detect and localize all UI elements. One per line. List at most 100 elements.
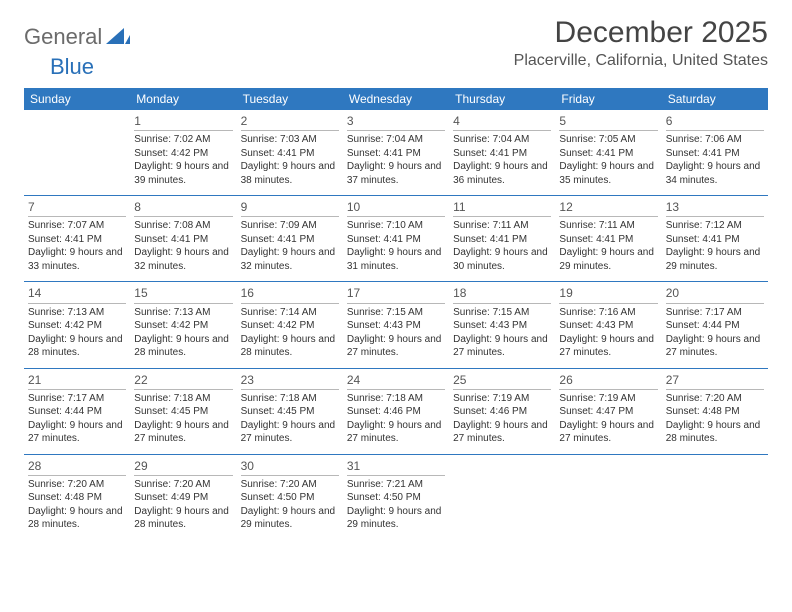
daylight-line: Daylight: 9 hours and 27 minutes. [666, 333, 764, 360]
sunset-line: Sunset: 4:41 PM [559, 147, 657, 161]
sunrise-line: Sunrise: 7:17 AM [28, 392, 126, 406]
day-number: 1 [134, 113, 232, 131]
sunrise-line: Sunrise: 7:18 AM [241, 392, 339, 406]
sunrise-line: Sunrise: 7:02 AM [134, 133, 232, 147]
day-number: 23 [241, 372, 339, 390]
daylight-line: Daylight: 9 hours and 28 minutes. [28, 505, 126, 532]
sunset-line: Sunset: 4:43 PM [347, 319, 445, 333]
day-number: 19 [559, 285, 657, 303]
sunset-line: Sunset: 4:41 PM [559, 233, 657, 247]
daylight-line: Daylight: 9 hours and 28 minutes. [241, 333, 339, 360]
calendar-week-row: 7Sunrise: 7:07 AMSunset: 4:41 PMDaylight… [24, 196, 768, 282]
sunset-line: Sunset: 4:49 PM [134, 491, 232, 505]
sunrise-line: Sunrise: 7:15 AM [347, 306, 445, 320]
sunset-line: Sunset: 4:44 PM [666, 319, 764, 333]
calendar-day-cell: 22Sunrise: 7:18 AMSunset: 4:45 PMDayligh… [130, 368, 236, 454]
day-number: 15 [134, 285, 232, 303]
day-number: 21 [28, 372, 126, 390]
calendar-day-cell: 10Sunrise: 7:10 AMSunset: 4:41 PMDayligh… [343, 196, 449, 282]
sunrise-line: Sunrise: 7:20 AM [241, 478, 339, 492]
day-number: 13 [666, 199, 764, 217]
sunset-line: Sunset: 4:42 PM [134, 319, 232, 333]
calendar-day-cell: 27Sunrise: 7:20 AMSunset: 4:48 PMDayligh… [662, 368, 768, 454]
day-number: 24 [347, 372, 445, 390]
calendar-week-row: 14Sunrise: 7:13 AMSunset: 4:42 PMDayligh… [24, 282, 768, 368]
day-header: Friday [555, 88, 661, 110]
daylight-line: Daylight: 9 hours and 30 minutes. [453, 246, 551, 273]
daylight-line: Daylight: 9 hours and 27 minutes. [559, 333, 657, 360]
calendar-day-cell: 30Sunrise: 7:20 AMSunset: 4:50 PMDayligh… [237, 454, 343, 540]
sunset-line: Sunset: 4:41 PM [453, 147, 551, 161]
daylight-line: Daylight: 9 hours and 27 minutes. [559, 419, 657, 446]
logo-sail-icon [106, 24, 130, 50]
sunset-line: Sunset: 4:41 PM [347, 233, 445, 247]
sunrise-line: Sunrise: 7:20 AM [28, 478, 126, 492]
sunrise-line: Sunrise: 7:15 AM [453, 306, 551, 320]
day-number: 8 [134, 199, 232, 217]
calendar-day-cell: 12 Sunrise: 7:11 AMSunset: 4:41 PMDayligh… [555, 196, 661, 282]
day-number: 12 [559, 199, 657, 217]
day-header-row: Sunday Monday Tuesday Wednesday Thursday… [24, 88, 768, 110]
sunset-line: Sunset: 4:41 PM [241, 233, 339, 247]
sunrise-line: Sunrise: 7:04 AM [453, 133, 551, 147]
calendar-day-cell: 25Sunrise: 7:19 AMSunset: 4:46 PMDayligh… [449, 368, 555, 454]
sunrise-line: Sunrise: 7:14 AM [241, 306, 339, 320]
sunrise-line: Sunrise: 7:18 AM [347, 392, 445, 406]
daylight-line: Daylight: 9 hours and 35 minutes. [559, 160, 657, 187]
day-number: 2 [241, 113, 339, 131]
calendar-day-cell: 3Sunrise: 7:04 AMSunset: 4:41 PMDaylight… [343, 110, 449, 196]
sunrise-line: Sunrise: 7:17 AM [666, 306, 764, 320]
sunset-line: Sunset: 4:44 PM [28, 405, 126, 419]
day-number: 16 [241, 285, 339, 303]
sunrise-line: Sunrise: 7:18 AM [134, 392, 232, 406]
daylight-line: Daylight: 9 hours and 32 minutes. [241, 246, 339, 273]
sunrise-line: Sunrise: 7:11 AM [559, 219, 657, 233]
day-header: Wednesday [343, 88, 449, 110]
day-number: 17 [347, 285, 445, 303]
day-number: 11 [453, 199, 551, 217]
daylight-line: Daylight: 9 hours and 29 minutes. [241, 505, 339, 532]
day-number: 29 [134, 458, 232, 476]
sunset-line: Sunset: 4:48 PM [28, 491, 126, 505]
calendar-day-cell: 21 Sunrise: 7:17 AMSunset: 4:44 PMDayligh… [24, 368, 130, 454]
sunset-line: Sunset: 4:41 PM [347, 147, 445, 161]
sunset-line: Sunset: 4:45 PM [241, 405, 339, 419]
day-number: 6 [666, 113, 764, 131]
calendar-day-cell: 6Sunrise: 7:06 AMSunset: 4:41 PMDaylight… [662, 110, 768, 196]
calendar-day-cell: 20Sunrise: 7:17 AMSunset: 4:44 PMDayligh… [662, 282, 768, 368]
sunrise-line: Sunrise: 7:19 AM [559, 392, 657, 406]
sunset-line: Sunset: 4:47 PM [559, 405, 657, 419]
sunrise-line: Sunrise: 7:09 AM [241, 219, 339, 233]
daylight-line: Daylight: 9 hours and 28 minutes. [134, 333, 232, 360]
daylight-line: Daylight: 9 hours and 37 minutes. [347, 160, 445, 187]
sunrise-line: Sunrise: 7:06 AM [666, 133, 764, 147]
daylight-line: Daylight: 9 hours and 27 minutes. [28, 419, 126, 446]
daylight-line: Daylight: 9 hours and 27 minutes. [347, 419, 445, 446]
calendar-day-cell: 16Sunrise: 7:14 AMSunset: 4:42 PMDayligh… [237, 282, 343, 368]
sunrise-line: Sunrise: 7:07 AM [28, 219, 126, 233]
day-number: 22 [134, 372, 232, 390]
sunrise-line: Sunrise: 7:13 AM [28, 306, 126, 320]
day-header: Saturday [662, 88, 768, 110]
sunset-line: Sunset: 4:48 PM [666, 405, 764, 419]
calendar-day-cell: 19Sunrise: 7:16 AMSunset: 4:43 PMDayligh… [555, 282, 661, 368]
day-number: 10 [347, 199, 445, 217]
day-number: 4 [453, 113, 551, 131]
sunset-line: Sunset: 4:46 PM [453, 405, 551, 419]
day-number: 30 [241, 458, 339, 476]
logo-text-general: General [24, 24, 102, 50]
calendar-week-row: 28Sunrise: 7:20 AMSunset: 4:48 PMDayligh… [24, 454, 768, 540]
daylight-line: Daylight: 9 hours and 27 minutes. [453, 419, 551, 446]
calendar-day-cell: 15Sunrise: 7:13 AMSunset: 4:42 PMDayligh… [130, 282, 236, 368]
daylight-line: Daylight: 9 hours and 28 minutes. [134, 505, 232, 532]
sunset-line: Sunset: 4:43 PM [453, 319, 551, 333]
sunset-line: Sunset: 4:50 PM [347, 491, 445, 505]
daylight-line: Daylight: 9 hours and 34 minutes. [666, 160, 764, 187]
daylight-line: Daylight: 9 hours and 29 minutes. [347, 505, 445, 532]
sunrise-line: Sunrise: 7:11 AM [453, 219, 551, 233]
daylight-line: Daylight: 9 hours and 29 minutes. [559, 246, 657, 273]
calendar-day-cell: 8Sunrise: 7:08 AMSunset: 4:41 PMDaylight… [130, 196, 236, 282]
calendar-day-cell: 9Sunrise: 7:09 AMSunset: 4:41 PMDaylight… [237, 196, 343, 282]
calendar-week-row: 1Sunrise: 7:02 AMSunset: 4:42 PMDaylight… [24, 110, 768, 196]
sunset-line: Sunset: 4:41 PM [241, 147, 339, 161]
